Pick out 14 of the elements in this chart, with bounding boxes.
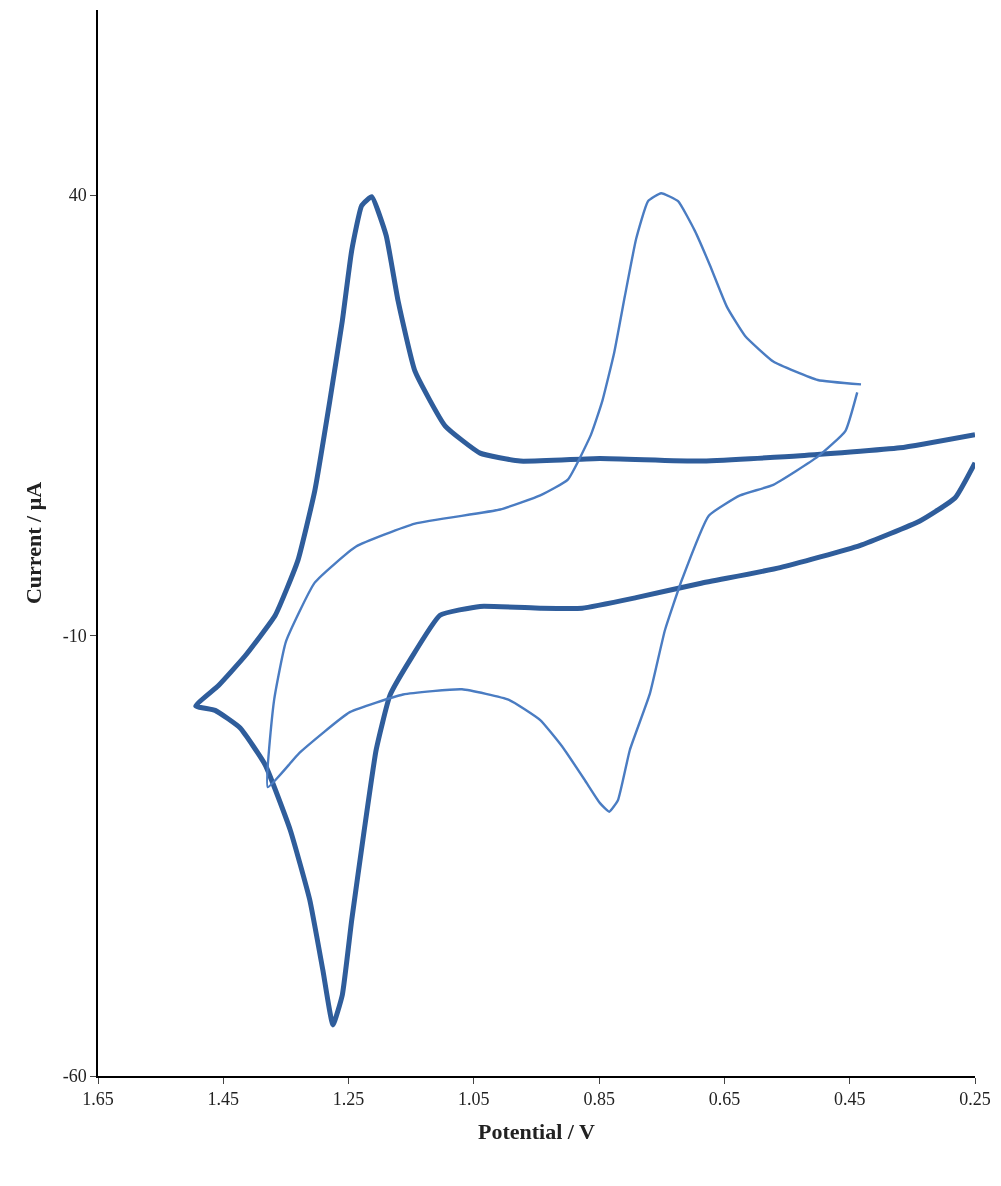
y-tick-label: 40 [68,185,87,206]
x-tick-label: 1.65 [82,1089,114,1110]
x-axis-title: Potential / V [478,1118,596,1144]
y-axis-title: Current / μA [20,481,46,605]
x-tick-label: 1.45 [207,1089,240,1110]
x-tick-label: 0.65 [708,1089,741,1110]
y-tick-label: -10 [62,625,87,646]
x-tick-label: 1.25 [332,1089,365,1110]
y-tick-label: -60 [62,1066,87,1087]
x-tick-label: 0.45 [833,1089,866,1110]
line-series [266,192,863,813]
x-tick-label: 1.05 [458,1089,490,1110]
x-tick-label: 0.25 [959,1089,991,1110]
x-tick-label: 0.85 [583,1089,615,1110]
